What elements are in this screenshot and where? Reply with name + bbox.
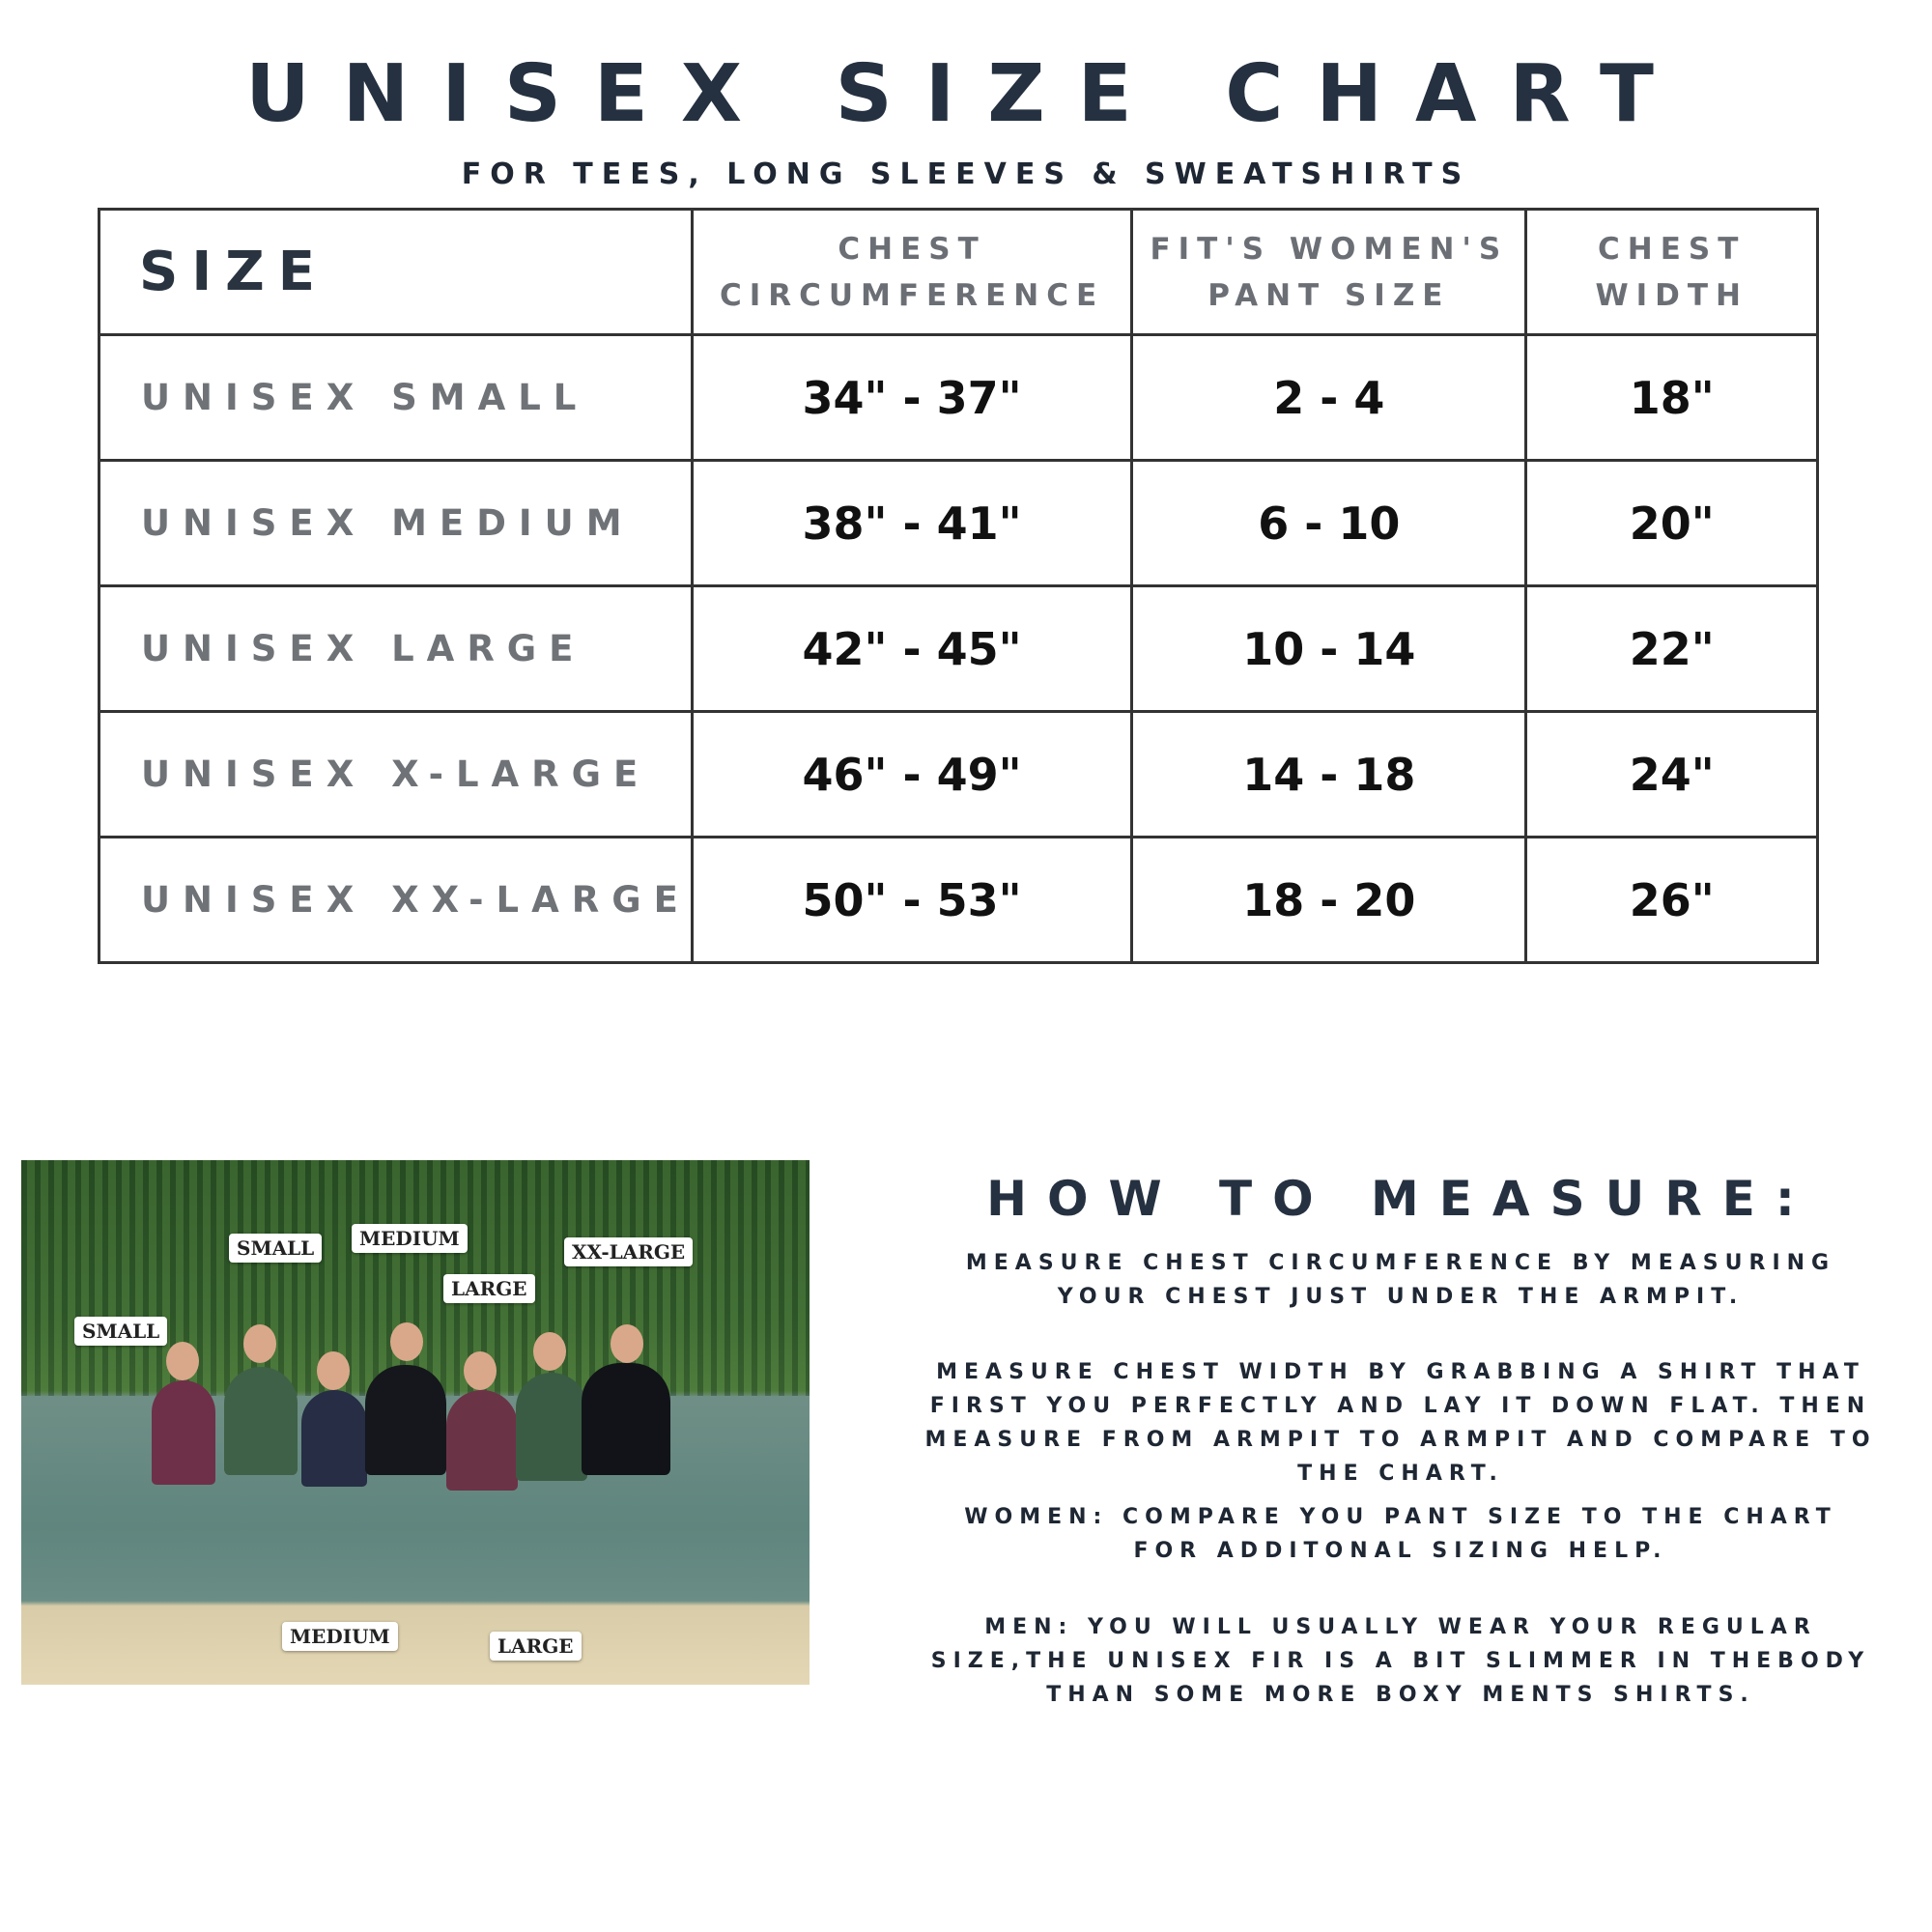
table-row: UNISEX X-LARGE 46" - 49" 14 - 18 24" (98, 710, 1819, 838)
person-head (243, 1324, 276, 1363)
photo-label-large: LARGE (443, 1274, 535, 1303)
person-head (611, 1324, 643, 1363)
cell-chest-circumference: 34" - 37" (690, 333, 1134, 462)
table-header-row: SIZE CHEST CIRCUMFERENCE FIT'S WOMEN'S P… (98, 208, 1819, 336)
cell-size: UNISEX SMALL (98, 333, 694, 462)
cell-size: UNISEX LARGE (98, 584, 694, 713)
header-chest-width: CHEST WIDTH (1524, 208, 1819, 336)
instruction-women: WOMEN: COMPARE YOU PANT SIZE TO THE CHAR… (964, 1505, 1837, 1563)
instruction-chest-width: MEASURE CHEST WIDTH BY GRABBING A SHIRT … (924, 1360, 1877, 1486)
cell-chest-circumference: 46" - 49" (690, 710, 1134, 838)
instruction-chest-circumference: MEASURE CHEST CIRCUMFERENCE BY MEASURING… (965, 1251, 1836, 1309)
cell-size: UNISEX MEDIUM (98, 459, 694, 587)
header-pant-size: FIT'S WOMEN'S PANT SIZE (1130, 208, 1528, 336)
person-head (533, 1332, 566, 1371)
person (446, 1390, 518, 1491)
header-size: SIZE (98, 208, 694, 336)
how-to-measure-heading: HOW TO MEASURE: (986, 1171, 1815, 1227)
header-chest-circumference: CHEST CIRCUMFERENCE (690, 208, 1134, 336)
cell-pant-size: 18 - 20 (1130, 836, 1528, 964)
forest-background (21, 1160, 810, 1397)
cell-chest-circumference: 42" - 45" (690, 584, 1134, 713)
photo-label-medium: MEDIUM (352, 1224, 468, 1253)
photo-label-medium: MEDIUM (282, 1622, 398, 1651)
cell-chest-width: 18" (1524, 333, 1819, 462)
cell-chest-width: 22" (1524, 584, 1819, 713)
person (301, 1390, 367, 1487)
page-title: UNISEX SIZE CHART (245, 48, 1687, 140)
cell-chest-width: 26" (1524, 836, 1819, 964)
photo-label-small: SMALL (74, 1317, 168, 1346)
size-table: SIZE CHEST CIRCUMFERENCE FIT'S WOMEN'S P… (98, 208, 1819, 964)
person (516, 1373, 587, 1481)
model-photo: SMALL SMALL MEDIUM LARGE XX-LARGE MEDIUM… (21, 1160, 810, 1685)
cell-chest-circumference: 38" - 41" (690, 459, 1134, 587)
person-head (390, 1322, 423, 1361)
cell-pant-size: 6 - 10 (1130, 459, 1528, 587)
photo-label-small: SMALL (229, 1234, 323, 1263)
cell-chest-width: 20" (1524, 459, 1819, 587)
person (582, 1363, 670, 1475)
table-row: UNISEX LARGE 42" - 45" 10 - 14 22" (98, 584, 1819, 713)
cell-chest-circumference: 50" - 53" (690, 836, 1134, 964)
cell-pant-size: 2 - 4 (1130, 333, 1528, 462)
table-row: UNISEX MEDIUM 38" - 41" 6 - 10 20" (98, 459, 1819, 587)
person (152, 1380, 215, 1485)
person-head (464, 1351, 497, 1390)
cell-size: UNISEX XX-LARGE (98, 836, 694, 964)
person-head (166, 1342, 199, 1380)
person (365, 1365, 446, 1475)
page-subtitle: FOR TEES, LONG SLEEVES & SWEATSHIRTS (461, 157, 1471, 191)
cell-size: UNISEX X-LARGE (98, 710, 694, 838)
table-row: UNISEX XX-LARGE 50" - 53" 18 - 20 26" (98, 836, 1819, 964)
cell-pant-size: 14 - 18 (1130, 710, 1528, 838)
cell-chest-width: 24" (1524, 710, 1819, 838)
cell-pant-size: 10 - 14 (1130, 584, 1528, 713)
table-row: UNISEX SMALL 34" - 37" 2 - 4 18" (98, 333, 1819, 462)
photo-label-large: LARGE (490, 1632, 582, 1661)
instruction-men: MEN: YOU WILL USUALLY WEAR YOUR REGULAR … (930, 1615, 1871, 1707)
person (224, 1367, 298, 1475)
photo-label-xx-large: XX-LARGE (564, 1237, 694, 1266)
person-head (317, 1351, 350, 1390)
